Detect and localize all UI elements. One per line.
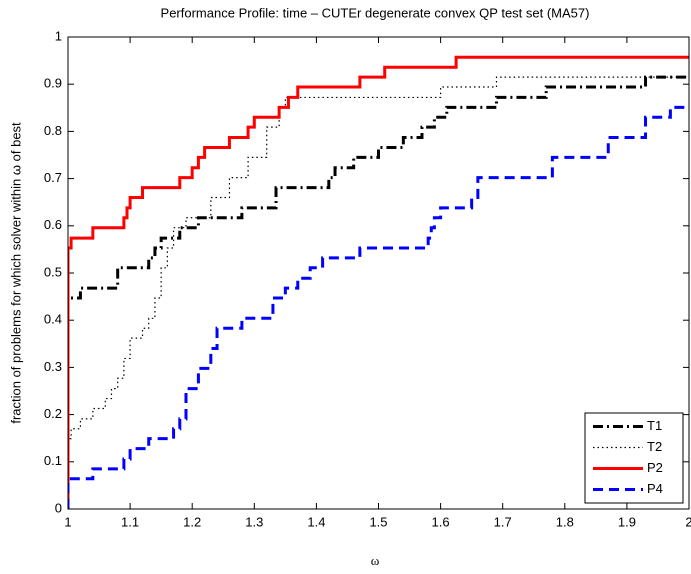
y-tick-label: 0.5 <box>44 264 62 279</box>
series-line <box>68 105 689 509</box>
x-tick-label: 1 <box>64 514 71 529</box>
x-tick-label: 2 <box>685 514 691 529</box>
x-tick-label: 1.7 <box>494 514 512 529</box>
chart-title: Performance Profile: time – CUTEr degene… <box>161 5 590 20</box>
plot-frame <box>67 36 690 510</box>
legend-label: T1 <box>647 418 662 433</box>
x-tick-label: 1.2 <box>183 514 201 529</box>
y-tick-label: 0.6 <box>44 217 62 232</box>
y-tick-label: 0.7 <box>44 170 62 185</box>
x-tick-label: 1.1 <box>121 514 139 529</box>
y-tick-label: 0.8 <box>44 123 62 138</box>
y-tick-label: 0 <box>55 500 62 515</box>
series-line <box>68 75 689 509</box>
x-axis-label: ω <box>371 553 380 568</box>
legend-label: P4 <box>647 481 663 496</box>
legend-label: P2 <box>647 460 663 475</box>
x-tick-label: 1.8 <box>556 514 574 529</box>
y-tick-label: 0.1 <box>44 453 62 468</box>
y-tick-label: 0.2 <box>44 406 62 421</box>
y-axis-label: fraction of problems for which solver wi… <box>8 122 23 424</box>
x-tick-label: 1.6 <box>432 514 450 529</box>
y-tick-label: 0.3 <box>44 359 62 374</box>
series-line <box>68 55 689 509</box>
x-tick-label: 1.5 <box>369 514 387 529</box>
x-tick-label: 1.9 <box>618 514 636 529</box>
y-tick-label: 1 <box>55 28 62 43</box>
y-tick-label: 0.9 <box>44 76 62 91</box>
y-tick-label: 0.4 <box>44 312 62 327</box>
legend-label: T2 <box>647 439 662 454</box>
x-tick-label: 1.4 <box>307 514 325 529</box>
x-tick-label: 1.3 <box>245 514 263 529</box>
